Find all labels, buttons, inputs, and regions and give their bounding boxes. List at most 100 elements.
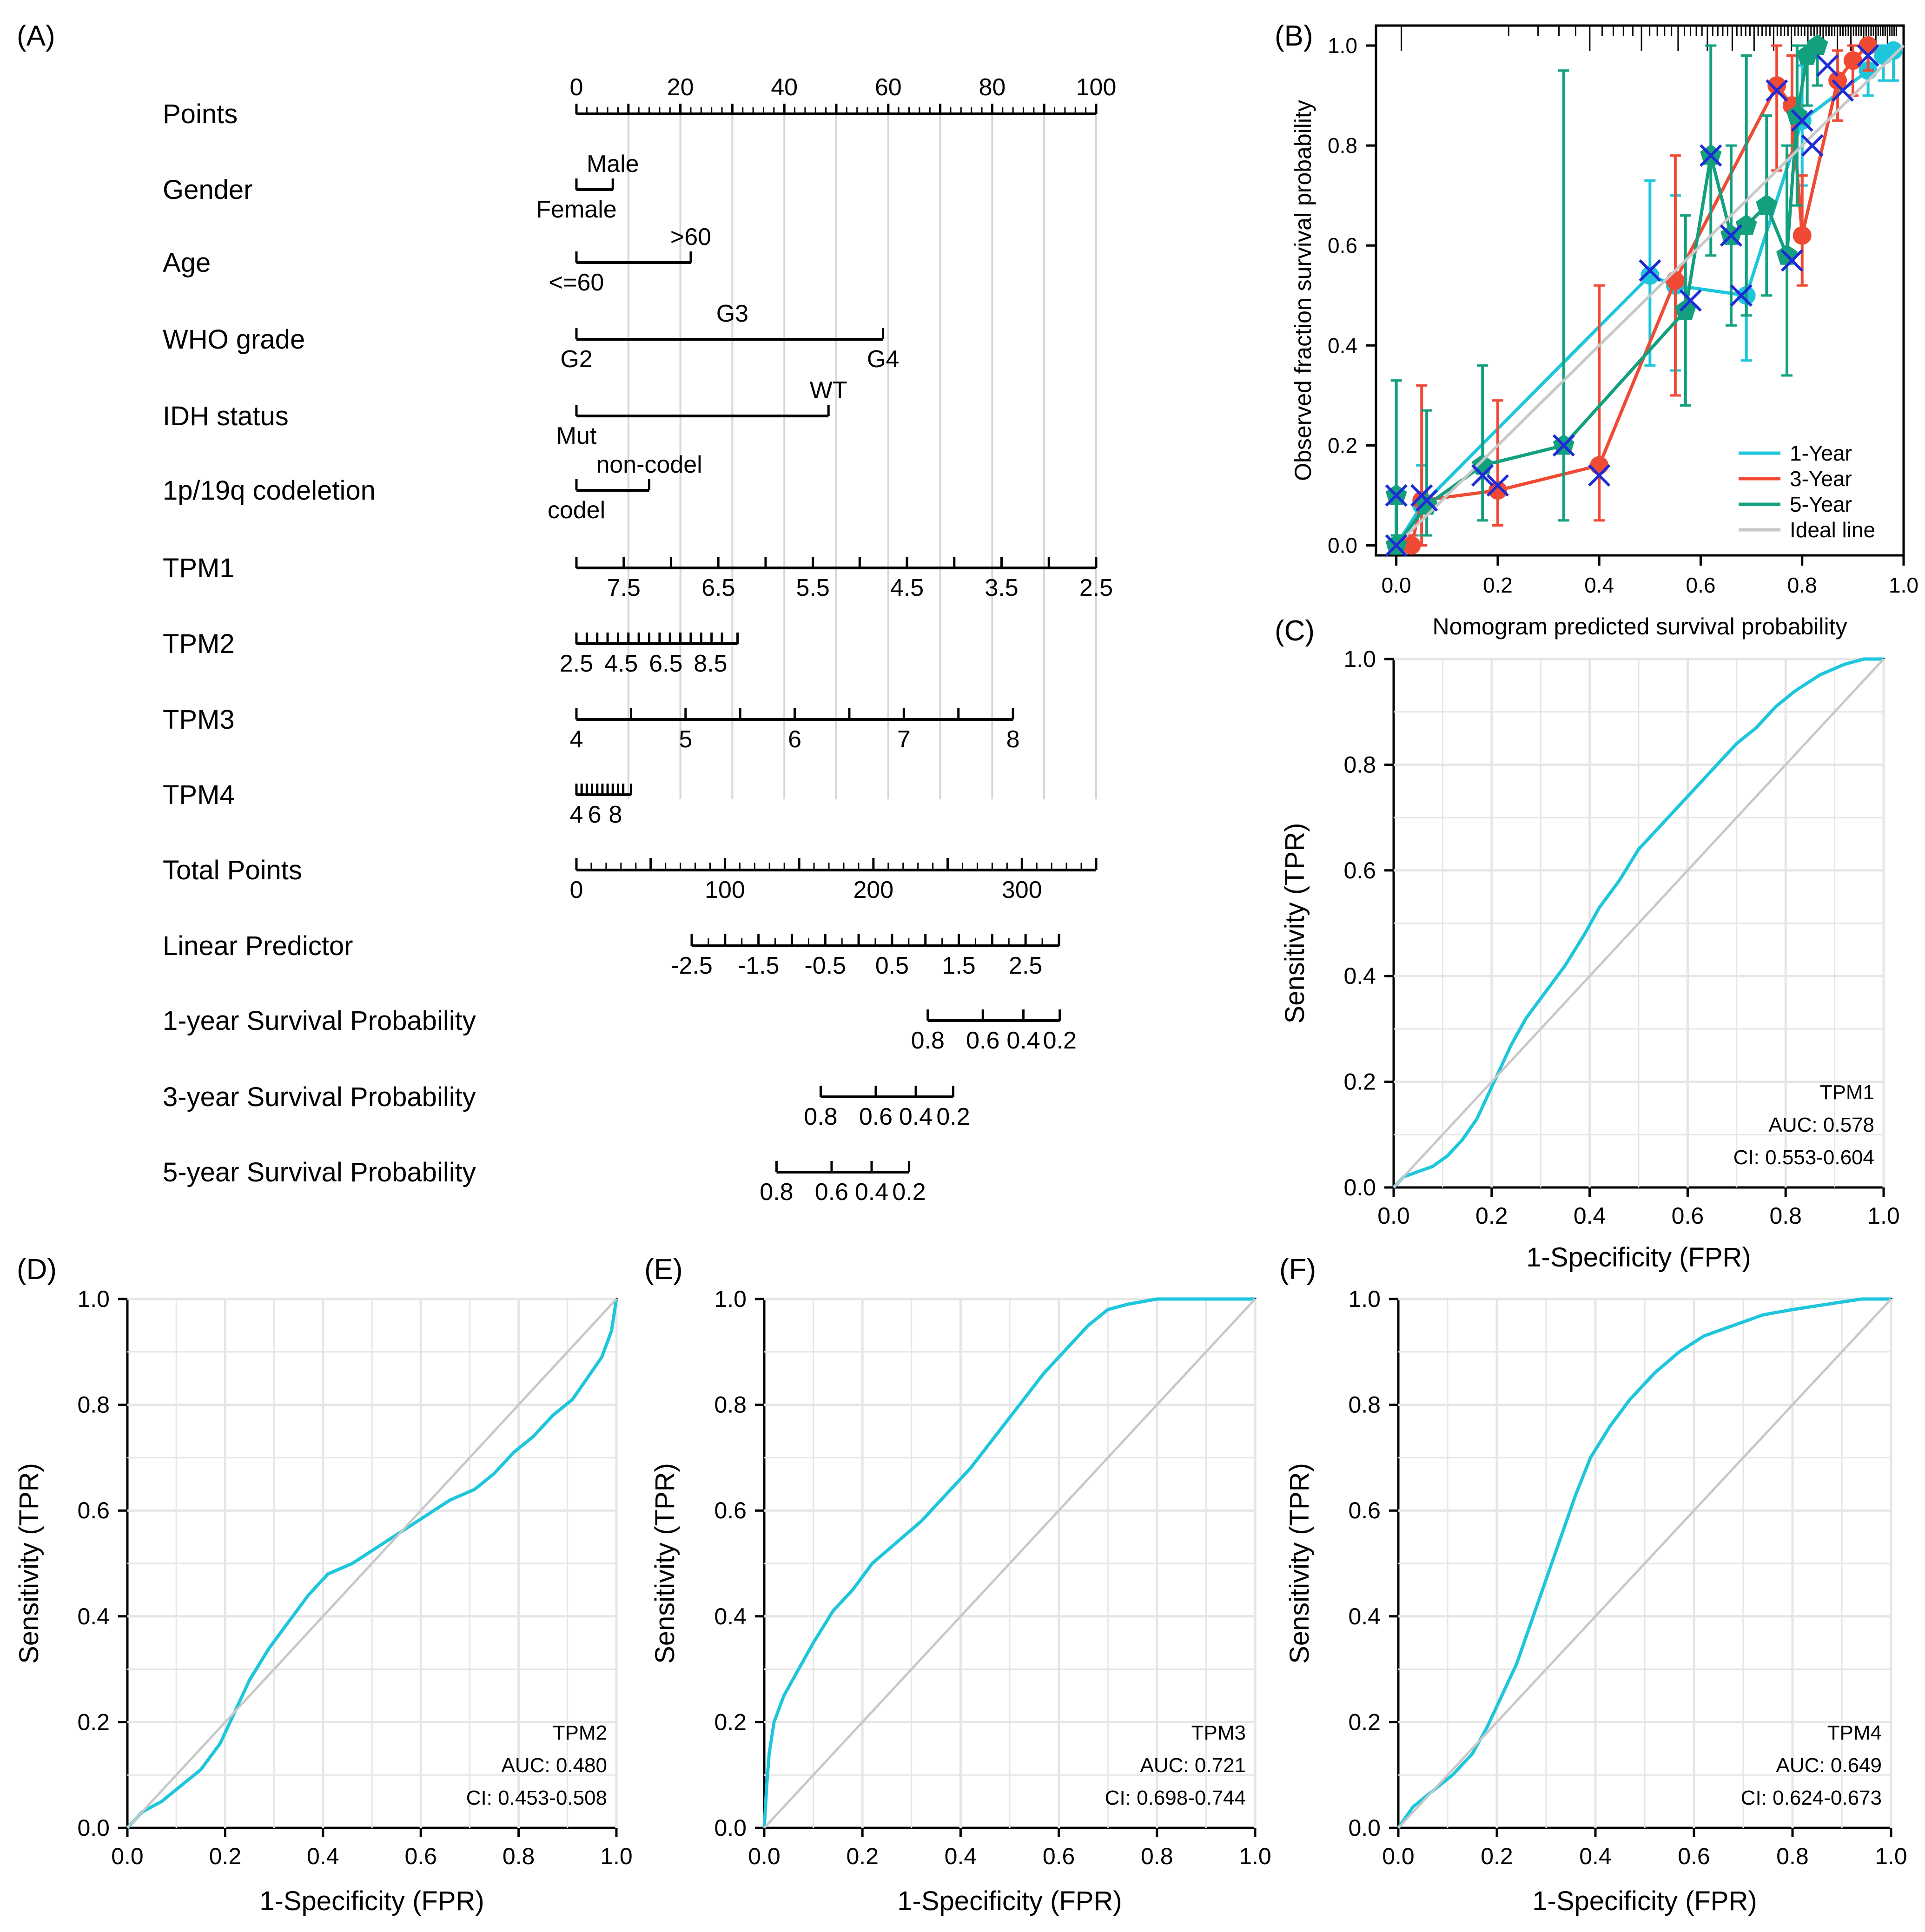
plot-frame [1375,24,1905,557]
nomogram-row-label: Age [163,248,211,278]
x-tick-label: 0.8 [1776,1843,1809,1869]
x-marker [1801,134,1824,157]
nomogram-value-label: 5.5 [796,574,830,601]
nomogram-value-label: 200 [853,877,893,903]
x-marker [1588,464,1611,487]
y-tick-label: 0.2 [77,1709,110,1735]
y-tick-label: 0.0 [77,1815,110,1841]
nomogram-row-label: Total Points [163,855,302,885]
x-tick-label: 0.4 [945,1843,977,1869]
nomogram-value-label: 0.8 [911,1027,945,1054]
nomogram-row-label: TPM4 [163,780,235,810]
auc-annotation: AUC: 0.578 [1769,1114,1874,1136]
x-axis-title: Nomogram predicted survival probability [1432,613,1847,640]
nomogram-value-label: 0.2 [1043,1027,1077,1054]
points-tick-label: 60 [875,74,902,101]
auc-annotation: TPM2 [553,1721,607,1744]
x-axis-title: 1-Specificity (FPR) [259,1886,484,1916]
nomogram-value-label: -1.5 [738,952,780,979]
data-point [1843,51,1862,70]
x-marker [1780,249,1804,272]
legend-label: Ideal line [1790,518,1875,542]
panel-e-roc: (E) 0.0 0.2 0.4 0.6 0.8 1.0 0.0 0.2 0.4 0.6 0.8 1.0 1… [644,1253,1271,1916]
nomogram-value-label: Mut [556,422,597,449]
panel-d-roc: (D) 0.0 0.2 0.4 0.6 0.8 1.0 0.0 0.2 0.4 0.6 0.8 1.0 1… [14,1253,633,1916]
nomogram-value-label: 6.5 [701,574,735,601]
chance-diagonal [1397,1298,1892,1829]
y-tick-label: 0.8 [77,1392,110,1418]
y-tick-label: 0.4 [1328,333,1357,357]
x-tick-label: 1.0 [1889,573,1918,597]
x-tick-label: 0.2 [209,1843,242,1869]
x-marker [1816,54,1839,77]
x-marker [1471,464,1494,487]
nomogram-value-label: 7 [897,726,911,753]
x-tick-label: 0.0 [748,1843,781,1869]
y-tick-label: 1.0 [1348,1286,1381,1312]
x-tick-label: 0.8 [1787,573,1817,597]
y-tick-label: 1.0 [77,1286,110,1312]
data-point [1828,71,1847,90]
y-tick-label: 1.0 [1343,646,1376,672]
nomogram-row-label: IDH status [163,401,289,431]
ideal-line [1395,44,1905,547]
auc-annotation: AUC: 0.480 [502,1754,607,1777]
roc-curve [126,1299,618,1829]
data-point [1666,271,1685,290]
x-tick-label: 0.8 [1141,1843,1173,1869]
nomogram-row-label: Gender [163,175,252,205]
x-tick-label: 1.0 [1875,1843,1907,1869]
chance-diagonal [1393,658,1885,1188]
x-tick-label: 0.4 [1584,573,1614,597]
nomogram-value-label: Female [536,196,616,223]
x-axis-title: 1-Specificity (FPR) [1532,1886,1757,1916]
x-tick-label: 1.0 [600,1843,633,1869]
y-tick-label: 0.6 [1328,233,1357,257]
points-tick-label: 40 [771,74,798,101]
data-point [1472,454,1494,475]
nomogram-value-label: 3.5 [985,574,1018,601]
nomogram-row-label: 1p/19q codeletion [163,475,376,506]
auc-annotation: TPM3 [1191,1721,1246,1744]
x-marker [1486,474,1509,497]
nomogram-value-label: 0.6 [966,1027,999,1054]
panel-label-f: (F) [1279,1253,1316,1286]
nomogram-value-label: <=60 [549,269,604,296]
panel-label-e: (E) [644,1253,683,1286]
x-marker [1700,144,1722,167]
nomogram-value-label: 7.5 [607,574,641,601]
y-tick-label: 0.2 [1343,1069,1376,1095]
auc-annotation: TPM1 [1820,1081,1874,1104]
nomogram-value-label: 2.5 [1079,574,1113,601]
x-tick-label: 0.4 [307,1843,339,1869]
y-axis-title: Sensitivity (TPR) [1284,1463,1315,1664]
panel-label-c: (C) [1275,615,1315,647]
y-tick-label: 0.2 [1348,1709,1381,1735]
nomogram-value-label: 8 [1006,726,1020,753]
y-tick-label: 0.6 [1343,857,1376,884]
y-tick-label: 0.2 [1328,433,1357,457]
nomogram-value-label: G2 [560,346,592,373]
nomogram-value-label: 0.4 [899,1103,933,1130]
x-marker [1416,489,1438,512]
x-marker [1385,484,1408,507]
auc-annotation: CI: 0.453-0.508 [466,1787,607,1809]
nomogram-value-label: 2.5 [1009,952,1042,979]
nomogram-row-label: Linear Predictor [163,931,353,961]
x-marker [1385,534,1408,557]
y-tick-label: 0.2 [714,1709,747,1735]
nomogram-value-label: 4.5 [604,650,638,677]
nomogram-value-label: 6 [588,801,602,828]
y-tick-label: 0.4 [1348,1603,1381,1629]
chance-diagonal [126,1298,617,1829]
auc-annotation: CI: 0.698-0.744 [1105,1787,1246,1809]
nomogram-value-label: 4 [570,801,583,828]
nomogram-value-label: 0.2 [936,1103,970,1130]
legend-label: 1-Year [1790,441,1852,465]
nomogram-value-label: 0.8 [760,1179,793,1206]
x-marker [1831,79,1854,102]
nomogram-row-label: 5-year Survival Probability [163,1157,476,1187]
x-tick-label: 0.0 [1382,573,1411,597]
x-marker [1679,289,1702,312]
